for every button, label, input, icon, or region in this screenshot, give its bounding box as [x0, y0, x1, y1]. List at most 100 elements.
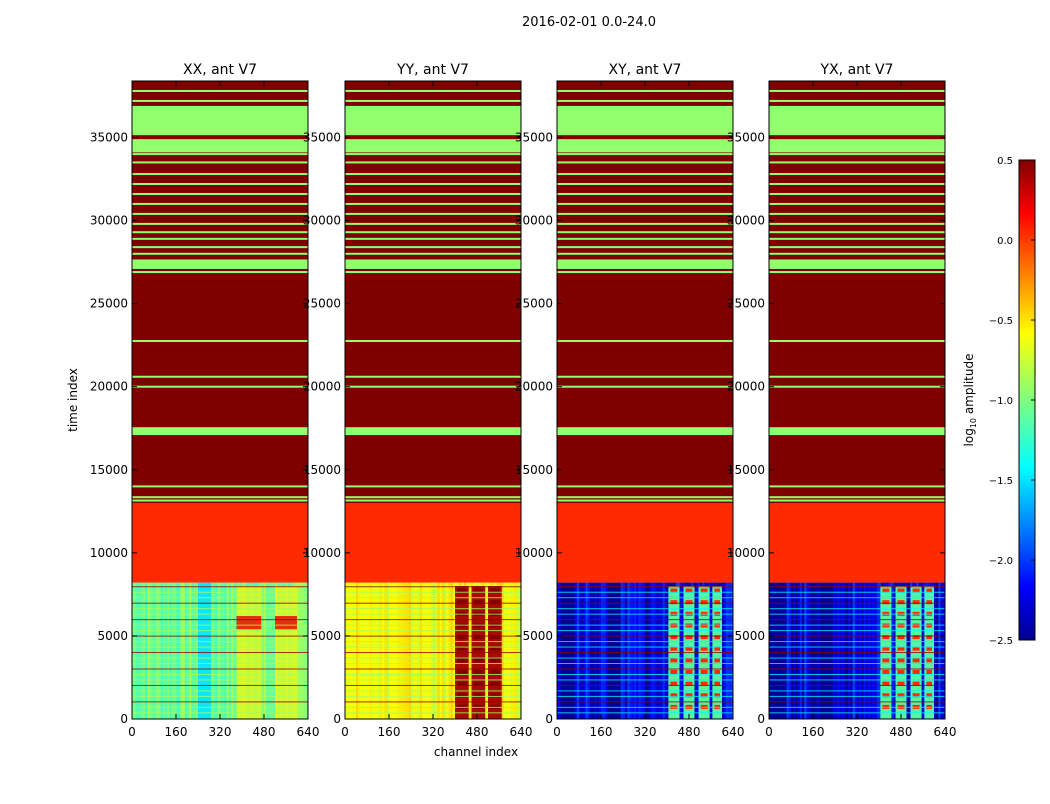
- heatmap-channel-stripe: [854, 582, 858, 719]
- y-tick-label: 25000: [727, 297, 765, 311]
- heatmap-channel-stripe: [417, 582, 421, 719]
- heatmap-rfi-blob: [457, 635, 467, 640]
- heatmap-row-line: [345, 663, 521, 665]
- heatmap-channel-stripe: [382, 582, 385, 719]
- heatmap-row-line: [769, 668, 945, 670]
- heatmap-flag-line: [769, 231, 945, 234]
- heatmap-channel-stripe: [358, 582, 361, 719]
- heatmap-channel-stripe: [180, 582, 183, 719]
- heatmap-rfi-blob: [473, 635, 484, 640]
- heatmap-rfi-blob: [700, 635, 708, 640]
- y-tick-label: 15000: [90, 463, 128, 477]
- y-tick-label: 10000: [303, 546, 341, 560]
- heatmap-channel-stripe: [585, 582, 589, 719]
- heatmap-channel-stripe: [518, 582, 521, 719]
- heatmap-rfi-blob: [912, 635, 920, 640]
- heatmap-rfi-blob: [897, 588, 905, 593]
- y-tick-label: 10000: [515, 546, 553, 560]
- heatmap-channel-stripe: [607, 582, 611, 719]
- x-tick-label: 160: [802, 725, 825, 739]
- heatmap-channel-stripe: [202, 582, 205, 719]
- heatmap-row-line: [132, 652, 308, 654]
- heatmap-rfi-blob: [714, 600, 720, 605]
- heatmap-channel-stripe: [872, 582, 875, 719]
- heatmap-flag-line: [769, 183, 945, 186]
- heatmap-channel-stripe: [264, 582, 267, 719]
- heatmap-channel-stripe: [206, 582, 210, 719]
- heatmap-channel-stripe: [138, 582, 142, 719]
- heatmap-row-line: [132, 701, 308, 703]
- heatmap-flag-line: [132, 340, 308, 343]
- heatmap-flag-line: [132, 222, 308, 225]
- heatmap-flag-line: [345, 246, 521, 249]
- heatmap-channel-stripe: [769, 582, 772, 719]
- heatmap-channel-stripe: [629, 582, 633, 719]
- heatmap-rfi-blob: [912, 681, 920, 686]
- heatmap-flag-line: [345, 252, 521, 255]
- heatmap-channel-stripe: [568, 582, 571, 719]
- heatmap-row-line: [132, 613, 308, 615]
- heatmap-channel-stripe: [160, 582, 164, 719]
- panel-title: YX, ant V7: [820, 62, 894, 78]
- heatmap-channel-stripe: [728, 582, 732, 719]
- heatmap-channel-stripe: [228, 582, 232, 719]
- heatmap-channel-stripe: [559, 582, 562, 719]
- heatmap-flag-block: [769, 260, 945, 269]
- heatmap-rfi-blob: [490, 600, 500, 605]
- heatmap-channel-stripe: [852, 582, 856, 719]
- heatmap-row-line: [132, 679, 308, 681]
- heatmap-flag-line: [557, 202, 733, 205]
- heatmap-flag-line: [557, 252, 733, 255]
- heatmap-rfi-blob: [457, 693, 467, 698]
- heatmap-rfi-blob: [457, 658, 467, 663]
- heatmap-row-line: [557, 591, 733, 593]
- y-tick-label: 30000: [515, 214, 553, 228]
- heatmap-row-line: [345, 646, 521, 648]
- heatmap-channel-stripe: [384, 582, 388, 719]
- heatmap-flag-line: [132, 375, 308, 378]
- heatmap-channel-stripe: [362, 582, 366, 719]
- heatmap-rfi-blob: [700, 588, 708, 593]
- heatmap-channel-stripe: [162, 582, 166, 719]
- heatmap-row-line: [769, 657, 945, 659]
- x-tick-label: 640: [934, 725, 957, 739]
- heatmap-rfi-blob: [473, 693, 484, 698]
- heatmap-channel-stripe: [791, 582, 794, 719]
- heatmap-channel-stripe: [938, 582, 941, 719]
- heatmap-flag-line: [345, 212, 521, 215]
- heatmap-rfi-blob: [714, 646, 720, 651]
- heatmap-channel-stripe: [268, 582, 271, 719]
- heatmap-rfi-blob: [685, 588, 693, 593]
- heatmap-channel-stripe: [200, 582, 203, 719]
- heatmap-rfi-blob: [714, 635, 720, 640]
- heatmap-channel-stripe: [422, 582, 425, 719]
- heatmap-flag-line: [557, 153, 733, 156]
- heatmap-flag-line: [132, 212, 308, 215]
- heatmap-rfi-blob: [912, 658, 920, 663]
- y-tick-label: 0: [545, 712, 553, 726]
- heatmap-row-line: [132, 619, 308, 621]
- heatmap-channel-stripe: [389, 582, 392, 719]
- heatmap-channel-stripe: [211, 582, 214, 719]
- heatmap-channel-stripe: [616, 582, 619, 719]
- y-tick-label: 25000: [303, 297, 341, 311]
- heatmap-channel-stripe: [404, 582, 407, 719]
- heatmap-channel-stripe: [380, 582, 383, 719]
- heatmap-channel-stripe: [923, 582, 926, 719]
- heatmap-channel-stripe: [169, 582, 172, 719]
- heatmap-rfi-blob: [275, 615, 286, 630]
- heatmap-flag-block: [557, 260, 733, 269]
- y-tick-label: 5000: [522, 629, 553, 643]
- heatmap-channel-stripe: [514, 582, 517, 719]
- heatmap-flag-line: [132, 153, 308, 156]
- heatmap-flag-line: [769, 246, 945, 249]
- heatmap-flag-line: [345, 222, 521, 225]
- heatmap-channel-stripe: [598, 582, 602, 719]
- heatmap-rfi-blob: [926, 646, 932, 651]
- heatmap-flag-line: [345, 271, 521, 274]
- heatmap-row-line: [345, 690, 521, 692]
- colorbar-tick-label: −2.5: [989, 636, 1013, 647]
- heatmap-channel-stripe: [830, 582, 834, 719]
- heatmap-flag-line: [557, 246, 733, 249]
